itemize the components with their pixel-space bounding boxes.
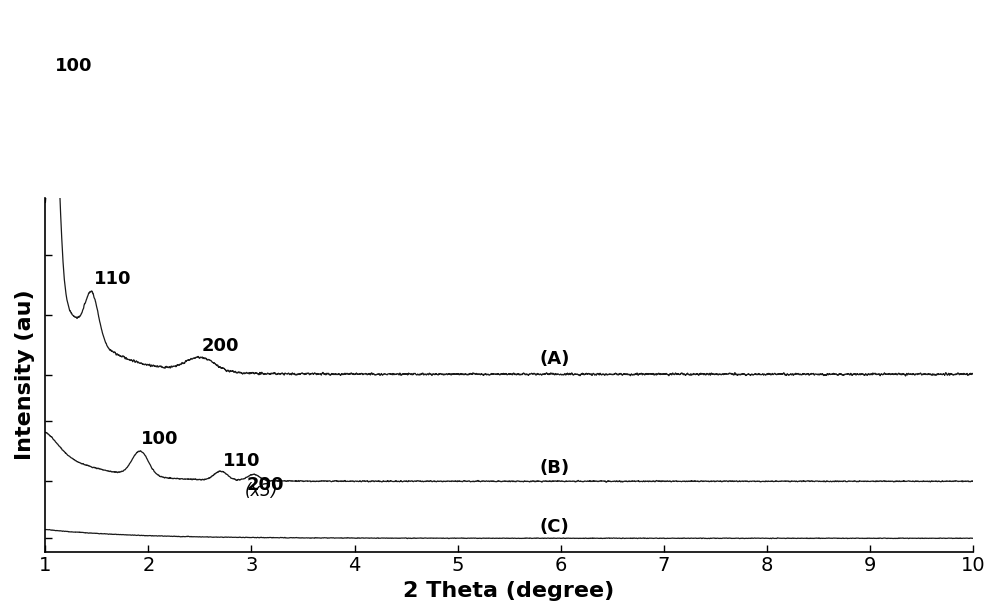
Text: (C): (C) [540, 517, 570, 536]
Text: (B): (B) [540, 460, 570, 477]
Text: 200: 200 [202, 336, 240, 355]
Y-axis label: Intensity (au): Intensity (au) [15, 290, 35, 460]
Text: 100: 100 [55, 57, 92, 75]
Text: (A): (A) [540, 351, 570, 368]
Text: 110: 110 [94, 270, 131, 288]
X-axis label: 2 Theta (degree): 2 Theta (degree) [403, 581, 615, 601]
Text: 100: 100 [141, 430, 179, 448]
Text: 110: 110 [223, 452, 260, 470]
Text: (x3): (x3) [244, 482, 278, 500]
Text: 200: 200 [246, 476, 284, 493]
